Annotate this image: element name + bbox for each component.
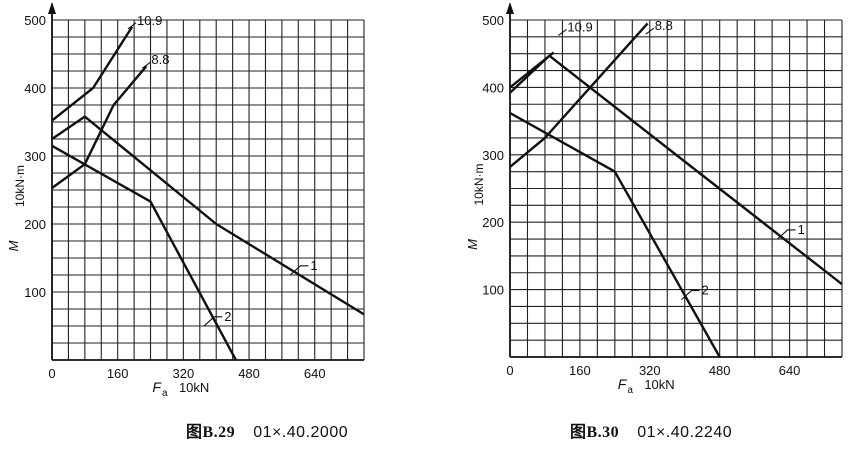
x-axis-label: F <box>618 376 628 392</box>
series-line-8-8 <box>51 65 148 189</box>
x-tick-label: 160 <box>107 366 129 381</box>
series-leader-2 <box>203 316 223 327</box>
series-line-10-9 <box>51 26 134 122</box>
series-label-8-8: 8.8 <box>655 18 673 33</box>
x-tick-label: 480 <box>238 366 260 381</box>
caption-b30-label: 图B.30 <box>570 424 620 441</box>
x-tick-label: 320 <box>173 366 195 381</box>
chart-panel-1: 100 200 300 400 500 0 160 320 480 640 M 10kN·m F a 10k… <box>465 2 843 396</box>
series-label-10-9: 10.9 <box>567 19 592 34</box>
series-leader-2 <box>681 290 700 301</box>
y-tick-label: 300 <box>482 148 504 163</box>
caption-b30-code: 01×.40.2240 <box>637 424 733 441</box>
caption-b29-label: 图B.29 <box>186 424 236 441</box>
series-leader-10-9 <box>127 22 137 30</box>
y-axis-arrow <box>506 2 514 14</box>
series-leader-1 <box>777 229 796 240</box>
caption-b30: 图B.30 01×.40.2240 <box>570 418 732 442</box>
x-axis-unit: 10kN <box>644 377 674 392</box>
x-tick-label: 480 <box>709 363 731 378</box>
series-label-8-8: 8.8 <box>151 52 169 67</box>
x-tick-label: 320 <box>639 363 661 378</box>
y-tick-label: 200 <box>24 217 46 232</box>
chart-panel-0: 100 200 300 400 500 0 160 320 480 640 M 10kN·m F a 10k… <box>6 2 365 399</box>
series-label-2: 2 <box>224 309 231 324</box>
series-label-2: 2 <box>701 283 708 298</box>
series-label-1: 1 <box>310 258 317 273</box>
x-axis-unit: 10kN <box>179 380 209 395</box>
y-tick-label: 100 <box>482 283 504 298</box>
series-leader-8-8 <box>645 27 655 35</box>
series-line-2 <box>509 111 721 358</box>
y-tick-label: 500 <box>24 13 46 28</box>
y-tick-label: 400 <box>24 81 46 96</box>
x-axis-label-sub: a <box>627 385 633 396</box>
x-axis-label: F <box>152 379 162 395</box>
x-tick-label: 0 <box>48 366 55 381</box>
x-tick-label: 160 <box>569 363 591 378</box>
y-axis-arrow <box>48 2 56 14</box>
y-axis-unit: 10kN·m <box>13 165 27 207</box>
x-tick-label: 0 <box>506 363 513 378</box>
y-tick-label: 100 <box>24 285 46 300</box>
series-line-1 <box>51 115 365 316</box>
y-tick-label: 200 <box>482 215 504 230</box>
series-label-10-9: 10.9 <box>137 13 162 28</box>
series-line-1 <box>509 54 843 286</box>
series-leader-1 <box>290 265 309 276</box>
y-tick-label: 300 <box>24 149 46 164</box>
x-tick-label: 640 <box>304 366 326 381</box>
series-line-8-8 <box>509 22 649 168</box>
caption-b29: 图B.29 01×.40.2000 <box>186 418 348 442</box>
y-axis-label: M <box>6 240 21 251</box>
series-leader-10-9 <box>558 29 567 36</box>
y-axis-label: M <box>465 239 480 250</box>
caption-b29-code: 01×.40.2000 <box>253 424 349 441</box>
y-tick-label: 400 <box>482 80 504 95</box>
series-line-2 <box>51 144 237 361</box>
series-label-1: 1 <box>798 222 805 237</box>
x-axis-label-sub: a <box>162 388 168 399</box>
y-axis-unit: 10kN·m <box>472 163 486 205</box>
x-tick-label: 640 <box>779 363 801 378</box>
series-leader-8-8 <box>142 61 151 69</box>
y-tick-label: 500 <box>482 13 504 28</box>
